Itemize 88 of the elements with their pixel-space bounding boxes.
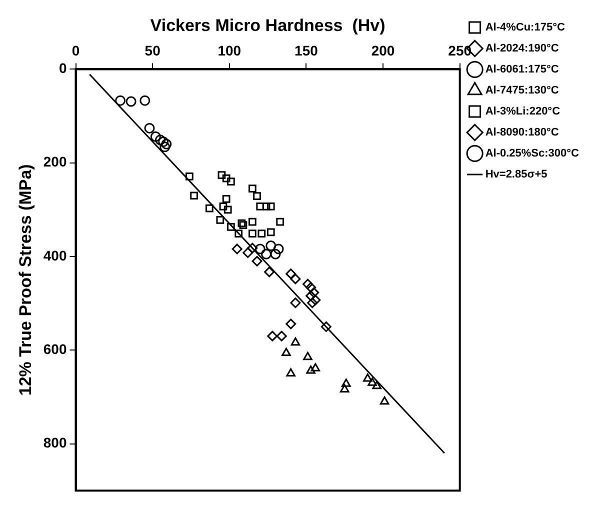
legend-label: Al-7475:130°C: [485, 84, 559, 97]
point: [216, 216, 224, 224]
point: [266, 228, 275, 236]
point: [303, 352, 312, 360]
point: [273, 244, 284, 254]
point: [340, 384, 350, 392]
point: [368, 378, 377, 386]
point: [242, 247, 254, 258]
point: [126, 96, 136, 107]
x-tick-label: 250: [448, 42, 472, 59]
point: [158, 136, 169, 148]
point: [264, 266, 275, 278]
point: [254, 244, 266, 254]
point: [308, 287, 320, 298]
point: [252, 256, 262, 266]
point: [190, 192, 198, 200]
y-tick-label: 0: [58, 60, 67, 76]
point: [248, 184, 256, 193]
x-tick-label: 0: [72, 42, 80, 59]
point: [270, 248, 281, 260]
y-tick-label: 200: [43, 154, 67, 170]
point: [150, 131, 161, 142]
point: [234, 230, 243, 238]
point: [222, 194, 230, 203]
point: [205, 204, 214, 212]
legend-label: Hv=2.85σ+5: [485, 168, 548, 181]
legend-label: Al-8090:180°C: [485, 126, 559, 139]
point: [247, 242, 258, 254]
x-axis-title: Vickers Micro Hardness (Hv): [150, 16, 386, 35]
y-axis-title: 12% True Proof Stress (MPa): [16, 164, 35, 396]
y-tick-label: 600: [43, 340, 67, 357]
point: [306, 290, 316, 302]
point: [276, 330, 287, 342]
point: [266, 202, 275, 210]
point: [186, 172, 194, 180]
legend-label: Al-0.25%Sc:300°C: [485, 148, 580, 160]
point: [224, 206, 232, 214]
point: [219, 202, 228, 210]
point: [248, 218, 256, 226]
point: [226, 223, 235, 231]
point: [222, 174, 230, 182]
point: [248, 230, 256, 238]
point: [290, 337, 300, 346]
point: [310, 294, 321, 306]
legend-label: Al-3%Li:220°C: [485, 106, 560, 118]
point: [306, 282, 316, 293]
point: [310, 363, 320, 372]
point: [302, 278, 313, 290]
point: [155, 134, 166, 146]
y-tick-label: 400: [43, 247, 67, 264]
point: [226, 178, 235, 186]
x-tick-label: 200: [371, 42, 395, 59]
y-tick-label: 800: [43, 434, 67, 451]
point: [307, 298, 318, 308]
point: [232, 244, 242, 254]
point: [261, 248, 272, 260]
point: [286, 368, 296, 377]
point: [380, 396, 390, 405]
point: [266, 240, 276, 251]
point: [306, 365, 316, 374]
point: [290, 298, 301, 308]
point: [218, 171, 226, 179]
point: [256, 202, 264, 210]
point: [286, 268, 296, 280]
point: [276, 218, 284, 226]
legend-label: Al-4%Cu:175°C: [485, 22, 565, 34]
point: [253, 192, 261, 200]
point: [140, 95, 150, 106]
point: [161, 138, 172, 150]
point: [115, 95, 126, 106]
point: [258, 230, 266, 238]
legend-label: Al-6061:175°C: [485, 64, 559, 76]
legend-label: Al-2024:190°C: [485, 42, 559, 55]
point: [320, 321, 332, 332]
x-tick-label: 100: [218, 42, 242, 59]
point: [282, 348, 291, 356]
x-tick-label: 50: [144, 42, 161, 59]
point: [267, 330, 278, 342]
point: [342, 378, 351, 387]
point: [286, 318, 296, 330]
point: [238, 219, 246, 228]
point: [160, 142, 170, 152]
point: [372, 380, 382, 390]
point: [363, 373, 372, 382]
x-tick-label: 150: [294, 42, 318, 59]
point: [290, 274, 301, 284]
point: [239, 221, 248, 230]
point: [144, 122, 155, 134]
